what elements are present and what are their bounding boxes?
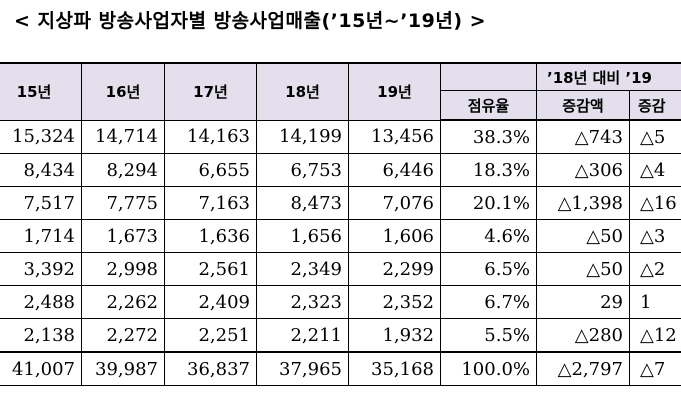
cell-y15: 2,488 [0, 285, 82, 319]
cell-y19: 2,352 [348, 285, 441, 319]
cell-y19: 13,456 [348, 119, 441, 154]
cell-y19: 1,606 [348, 219, 441, 253]
revenue-table: 15년 16년 17년 18년 19년 ’18년 대비 ’19 점유율 증감액 … [0, 62, 681, 386]
table-row: 3,392 2,998 2,561 2,349 2,299 6.5% △50 △2 [0, 252, 681, 286]
cell-y15: 3,392 [0, 252, 82, 286]
cell-y19: 2,299 [348, 252, 441, 286]
cell-y15: 15,324 [0, 119, 82, 154]
page-title: < 지상파 방송사업자별 방송사업매출(’15년~’19년) > [14, 10, 487, 32]
table-row: 8,434 8,294 6,655 6,753 6,446 18.3% △306 △4 [0, 153, 681, 187]
header-19-top [440, 62, 537, 91]
cell-y16: 14,714 [81, 119, 165, 154]
cell-y16: 8,294 [81, 153, 165, 187]
cell-y16: 2,272 [81, 318, 165, 353]
cell-y19: 35,168 [348, 351, 441, 386]
cell-y17: 2,561 [164, 252, 257, 286]
header-15: 15년 [0, 62, 82, 121]
cell-y15: 41,007 [0, 351, 82, 386]
cell-y15: 2,138 [0, 318, 82, 353]
cell-share: 6.5% [440, 252, 537, 286]
header-share: 점유율 [440, 90, 537, 121]
cell-y15: 1,714 [0, 219, 82, 253]
table-row: 2,138 2,272 2,251 2,211 1,932 5.5% △280 △12 [0, 318, 681, 353]
cell-change-rate: △12 [629, 318, 681, 353]
cell-share: 5.5% [440, 318, 537, 353]
cell-change-amount: △743 [536, 119, 630, 154]
cell-y17: 7,163 [164, 186, 257, 220]
cell-y18: 14,199 [256, 119, 349, 154]
cell-change-rate: △16 [629, 186, 681, 220]
cell-y18: 2,349 [256, 252, 349, 286]
cell-y16: 39,987 [81, 351, 165, 386]
cell-change-amount: △1,398 [536, 186, 630, 220]
cell-change-amount: △50 [536, 252, 630, 286]
cell-y17: 1,636 [164, 219, 257, 253]
header-change-amount: 증감액 [536, 90, 630, 121]
cell-y18: 6,753 [256, 153, 349, 187]
cell-y18: 2,211 [256, 318, 349, 353]
cell-y17: 6,655 [164, 153, 257, 187]
header-16: 16년 [81, 62, 165, 121]
cell-y17: 2,409 [164, 285, 257, 319]
cell-share: 20.1% [440, 186, 537, 220]
cell-share: 6.7% [440, 285, 537, 319]
cell-y17: 36,837 [164, 351, 257, 386]
cell-share: 38.3% [440, 119, 537, 154]
cell-change-rate: △4 [629, 153, 681, 187]
table-row: 1,714 1,673 1,636 1,656 1,606 4.6% △50 △3 [0, 219, 681, 253]
cell-y17: 14,163 [164, 119, 257, 154]
cell-y15: 7,517 [0, 186, 82, 220]
cell-change-amount: △306 [536, 153, 630, 187]
cell-change-amount: 29 [536, 285, 630, 319]
header-19: 19년 [348, 62, 441, 121]
cell-change-rate: △2 [629, 252, 681, 286]
cell-change-rate: △5 [629, 119, 681, 154]
header-17: 17년 [164, 62, 257, 121]
cell-y16: 2,998 [81, 252, 165, 286]
cell-y19: 7,076 [348, 186, 441, 220]
cell-change-amount: △2,797 [536, 351, 630, 386]
cell-y19: 1,932 [348, 318, 441, 353]
cell-y18: 8,473 [256, 186, 349, 220]
cell-change-rate: 1 [629, 285, 681, 319]
cell-y17: 2,251 [164, 318, 257, 353]
cell-y16: 1,673 [81, 219, 165, 253]
table-row-total: 41,007 39,987 36,837 37,965 35,168 100.0% △2,7… [0, 351, 681, 386]
cell-y15: 8,434 [0, 153, 82, 187]
table-row: 7,517 7,775 7,163 8,473 7,076 20.1% △1,398 △16 [0, 186, 681, 220]
cell-y19: 6,446 [348, 153, 441, 187]
cell-change-amount: △280 [536, 318, 630, 353]
cell-y16: 7,775 [81, 186, 165, 220]
cell-y18: 37,965 [256, 351, 349, 386]
cell-y16: 2,262 [81, 285, 165, 319]
cell-y18: 2,323 [256, 285, 349, 319]
header-compare-group: ’18년 대비 ’19 [536, 62, 681, 91]
table-row: 2,488 2,262 2,409 2,323 2,352 6.7% 29 1 [0, 285, 681, 319]
cell-share: 100.0% [440, 351, 537, 386]
table-body: 15,324 14,714 14,163 14,199 13,456 38.3% △743 △… [0, 119, 681, 386]
table-row: 15,324 14,714 14,163 14,199 13,456 38.3% △743 △… [0, 119, 681, 154]
header-change-rate: 증감 [629, 90, 681, 121]
cell-y18: 1,656 [256, 219, 349, 253]
cell-change-amount: △50 [536, 219, 630, 253]
cell-share: 18.3% [440, 153, 537, 187]
revenue-table-container: 15년 16년 17년 18년 19년 ’18년 대비 ’19 점유율 증감액 … [0, 62, 681, 400]
cell-share: 4.6% [440, 219, 537, 253]
cell-change-rate: △7 [629, 351, 681, 386]
cell-change-rate: △3 [629, 219, 681, 253]
header-18: 18년 [256, 62, 349, 121]
